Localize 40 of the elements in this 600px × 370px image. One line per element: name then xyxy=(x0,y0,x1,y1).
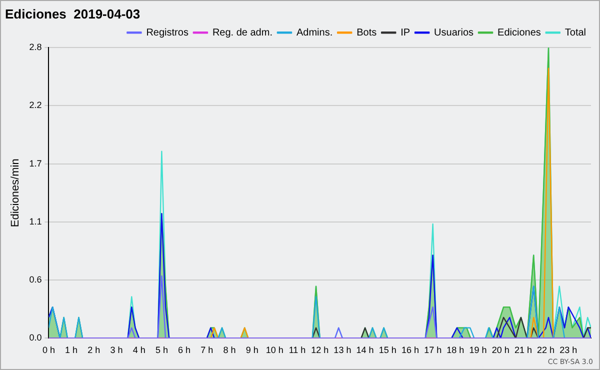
x-tick-label: 4 h xyxy=(132,345,146,356)
x-tick-label: 12 h xyxy=(311,345,329,356)
y-tick-label: 0.0 xyxy=(29,332,42,343)
x-tick-label: 3 h xyxy=(110,345,123,356)
x-tick-label: 19 h xyxy=(469,345,487,356)
x-tick-label: 17 h xyxy=(424,345,442,356)
x-tick-label: 11 h xyxy=(288,345,306,356)
x-tick-label: 0 h xyxy=(42,345,55,356)
legend-label: Registros xyxy=(146,27,188,38)
y-tick-label: 0.6 xyxy=(29,274,42,285)
chart-title: Ediciones 2019-04-03 xyxy=(5,6,140,22)
x-tick-label: 1 h xyxy=(65,345,78,356)
x-tick-label: 15 h xyxy=(378,345,396,356)
legend-label: Usuarios xyxy=(434,27,474,38)
y-tick-label: 2.8 xyxy=(29,42,42,52)
y-tick-label: 2.2 xyxy=(29,100,42,110)
x-tick-label: 2 h xyxy=(88,345,100,356)
legend-label: IP xyxy=(400,27,410,38)
legend-label: Ediciones xyxy=(498,27,541,38)
x-tick-label: 18 h xyxy=(446,345,464,356)
y-tick-label: 1.7 xyxy=(29,158,42,168)
x-tick-label: 10 h xyxy=(266,345,284,356)
x-tick-label: 6 h xyxy=(178,345,191,356)
legend-label: Reg. de adm. xyxy=(212,27,272,38)
x-tick-label: 7 h xyxy=(200,345,214,356)
x-tick-label: 16 h xyxy=(401,345,420,356)
x-tick-label: 23 h xyxy=(560,345,578,356)
y-axis-title: Ediciones/min xyxy=(10,158,22,228)
legend-label: Total xyxy=(564,27,586,38)
y-tick-label: 1.1 xyxy=(29,216,42,226)
x-tick-label: 14 h xyxy=(356,345,374,356)
x-tick-label: 9 h xyxy=(246,345,258,356)
x-tick-label: 8 h xyxy=(223,345,236,356)
legend-label: Admins. xyxy=(296,27,333,38)
legend-label: Bots xyxy=(356,27,377,38)
x-tick-label: 13 h xyxy=(334,345,352,356)
x-tick-label: 20 h xyxy=(492,345,510,356)
x-tick-label: 22 h xyxy=(537,345,555,356)
x-tick-label: 5 h xyxy=(155,345,168,356)
x-tick-label: 21 h xyxy=(514,345,532,356)
